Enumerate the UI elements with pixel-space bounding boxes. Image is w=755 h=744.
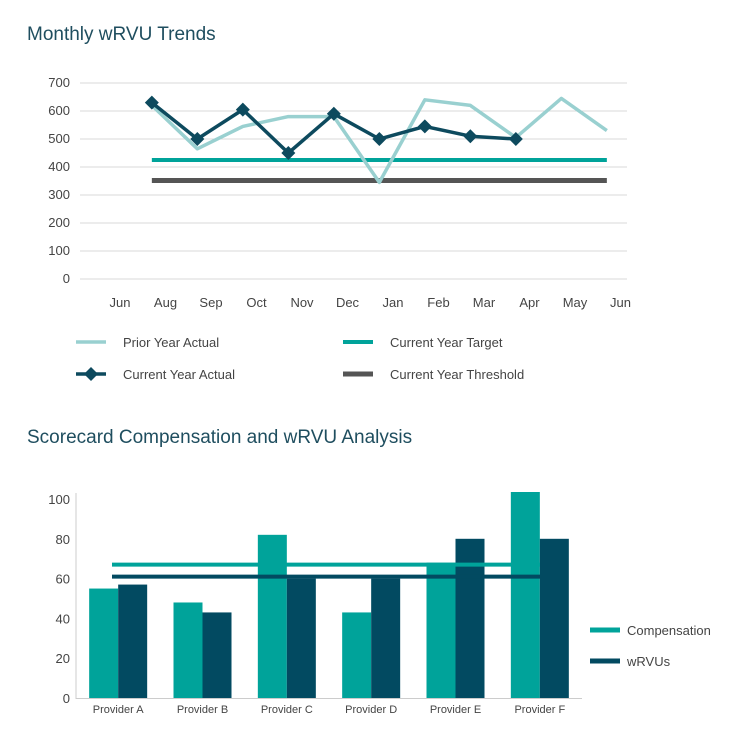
x-tick-label: Apr (519, 295, 540, 310)
x-tick-label: Jun (110, 295, 131, 310)
y-tick-label: 40 (56, 611, 70, 626)
x-tick-label: Provider B (177, 704, 228, 716)
data-point-marker (281, 146, 296, 160)
series-line (150, 96, 608, 185)
y-tick-label: 500 (48, 131, 70, 146)
y-tick-label: 700 (48, 75, 70, 90)
x-tick-label: Provider E (430, 704, 481, 716)
data-point-marker (235, 102, 250, 117)
x-tick-label: Feb (427, 295, 449, 310)
y-tick-label: 300 (48, 187, 70, 202)
x-tick-label: Oct (246, 295, 267, 310)
data-point-marker (508, 132, 523, 146)
x-tick-label: Jan (383, 295, 404, 310)
legend-label: Current Year Actual (123, 367, 235, 382)
x-tick-label: Jun (610, 295, 631, 310)
x-tick-label: Dec (336, 295, 360, 310)
y-tick-label: 60 (56, 572, 70, 587)
y-tick-label: 80 (56, 532, 70, 547)
bar (202, 612, 232, 698)
legend-label: Compensation (627, 623, 711, 638)
x-tick-label: Provider F (514, 704, 565, 716)
y-tick-label: 0 (63, 691, 70, 706)
x-tick-label: Provider D (345, 704, 397, 716)
y-tick-label: 100 (48, 243, 70, 258)
data-point-marker (326, 106, 341, 121)
chart-title-scorecard: Scorecard Compensation and wRVU Analysis (27, 427, 413, 448)
y-tick-label: 200 (48, 215, 70, 230)
y-tick-label: 400 (48, 159, 70, 174)
bar (257, 534, 287, 698)
y-tick-label: 600 (48, 103, 70, 118)
legend-marker (84, 367, 98, 381)
x-tick-label: Nov (290, 295, 314, 310)
y-tick-label: 0 (63, 271, 70, 286)
x-tick-label: Mar (473, 295, 496, 310)
bar (426, 562, 456, 698)
x-tick-label: Aug (154, 295, 177, 310)
data-point-marker (190, 132, 205, 146)
legend-label: wRVUs (626, 654, 671, 669)
x-tick-label: Provider C (261, 704, 313, 716)
data-point-marker (463, 129, 478, 144)
data-point-marker (144, 95, 159, 110)
legend-label: Current Year Threshold (390, 367, 524, 382)
legend-label: Current Year Target (390, 335, 503, 350)
bar (286, 578, 316, 698)
chart-title-wrvu-trends: Monthly wRVU Trends (27, 24, 216, 45)
bar (539, 538, 569, 698)
bar (342, 612, 372, 698)
data-point-marker (417, 119, 432, 134)
bar (371, 578, 401, 698)
y-tick-label: 20 (56, 651, 70, 666)
x-tick-label: May (563, 295, 588, 310)
wrvu-trends-chart: 0 100 200 300 400 500 600 700 Jun Aug Sep Oct Nov Dec… (48, 75, 631, 382)
data-point-marker (372, 132, 387, 146)
legend-label: Prior Year Actual (123, 335, 219, 350)
bar (89, 588, 119, 698)
bar (118, 584, 148, 698)
x-tick-label: Provider A (93, 704, 144, 716)
bar (173, 602, 203, 698)
y-tick-label: 100 (48, 492, 70, 507)
x-tick-label: Sep (199, 295, 222, 310)
bar (510, 492, 540, 698)
